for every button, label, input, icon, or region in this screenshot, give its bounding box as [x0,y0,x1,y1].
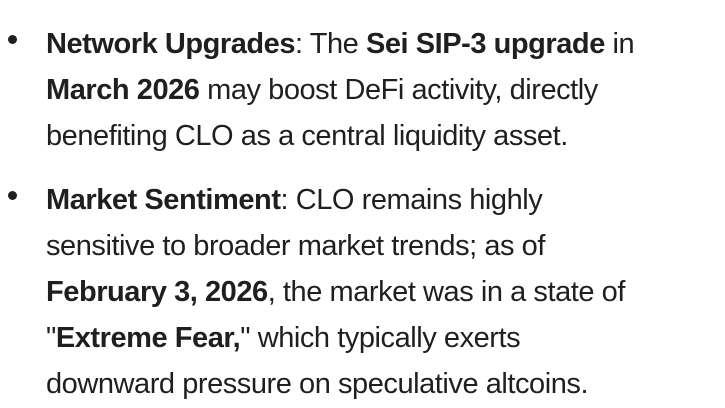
list-item-line: sensitive to broader market trends; as o… [46,223,725,269]
bullet-dot [8,35,17,44]
text-segment-bold: March 2026 [46,74,200,106]
bullet-dot [8,191,17,200]
text-segment: may boost DeFi activity, directly [199,74,598,106]
text-segment: : CLO remains highly [280,184,543,216]
list-item-line: Network Upgrades: The Sei SIP-3 upgrade … [46,21,725,67]
list-item-line: February 3, 2026, the market was in a st… [46,269,725,315]
text-segment: : The [295,28,366,60]
list-item-line: downward pressure on speculative altcoin… [46,361,725,407]
text-segment-bold: Market Sentiment [46,184,281,216]
text-segment: benefiting CLO as a central liquidity as… [46,120,568,152]
text-segment-bold: Sei SIP-3 upgrade [365,28,605,60]
text-segment: sensitive to broader market trends; as o… [46,230,545,262]
text-segment-bold: Network Upgrades [46,28,296,60]
text-segment-bold: February 3, 2026 [46,276,268,308]
list-item-line: Market Sentiment: CLO remains highly [46,177,725,223]
list-item-market-sentiment: Market Sentiment: CLO remains highly sen… [0,177,725,407]
text-segment: " [46,322,56,354]
list-item-line: March 2026 may boost DeFi activity, dire… [46,67,725,113]
text-segment: downward pressure on speculative altcoin… [46,368,589,400]
text-segment: " which typically exerts [240,322,521,354]
list-item-line: "Extreme Fear," which typically exerts [46,315,725,361]
text-segment: , the market was in a state of [267,276,626,308]
text-segment: in [604,28,635,60]
list-item-line: benefiting CLO as a central liquidity as… [46,113,725,159]
list-item-network-upgrades: Network Upgrades: The Sei SIP-3 upgrade … [0,21,725,159]
text-segment-bold: Extreme Fear, [55,322,241,354]
